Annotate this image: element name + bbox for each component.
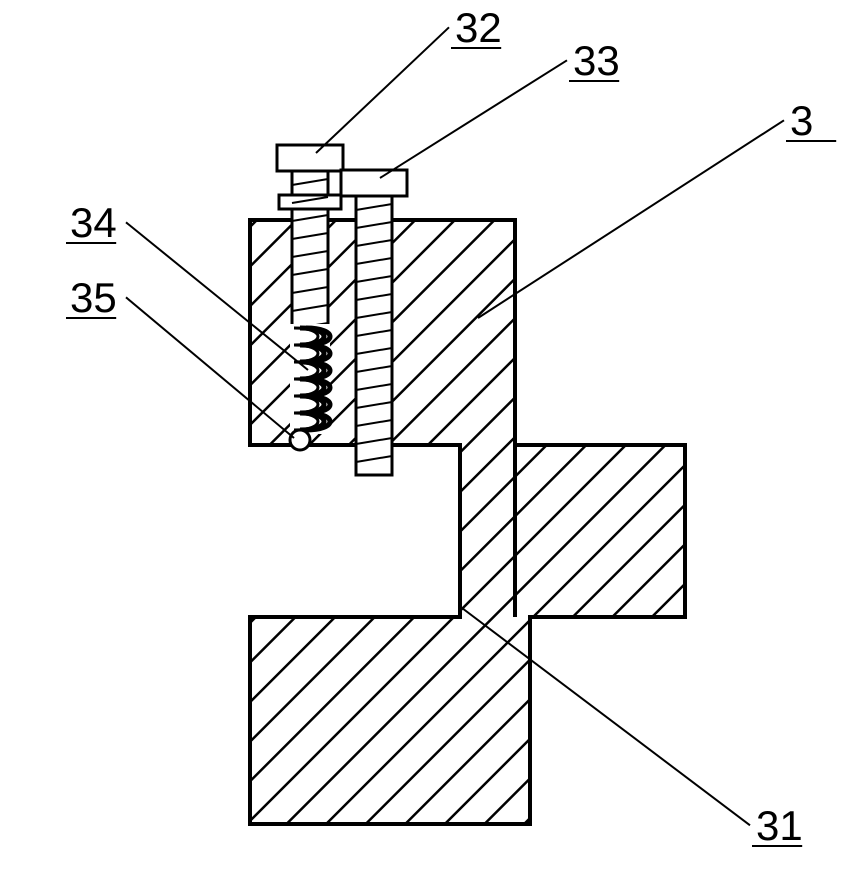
leader-3 bbox=[478, 120, 784, 318]
label-35: 35 bbox=[70, 274, 117, 321]
label-31: 31 bbox=[756, 802, 803, 849]
spring-34 bbox=[290, 324, 330, 434]
leader-32 bbox=[316, 27, 449, 153]
label-3: 3 bbox=[790, 97, 813, 144]
leader-33 bbox=[380, 60, 567, 178]
label-34: 34 bbox=[70, 199, 117, 246]
ball-35 bbox=[290, 430, 310, 450]
label-33: 33 bbox=[573, 37, 620, 84]
label-32: 32 bbox=[455, 4, 502, 51]
